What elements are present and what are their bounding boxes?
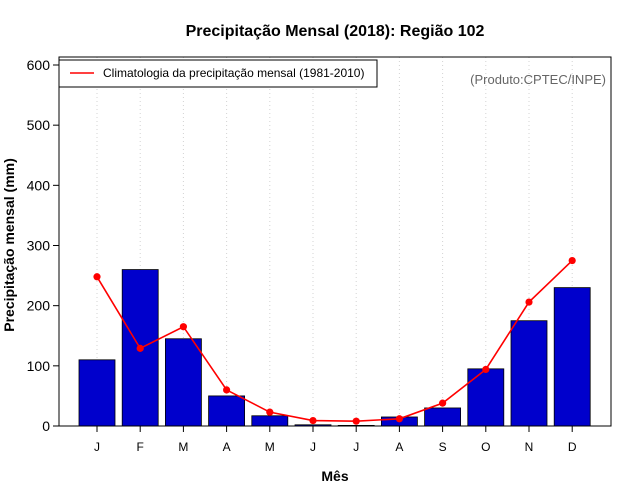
x-tick-label: F	[137, 440, 144, 454]
y-tick-label: 0	[42, 418, 50, 434]
bar	[164, 338, 202, 427]
plot-frame	[58, 56, 612, 427]
climatology-point	[179, 323, 187, 331]
x-tick-label: A	[395, 440, 403, 454]
y-tick-label: 300	[27, 238, 51, 254]
bar	[78, 359, 116, 427]
x-tick-label: O	[481, 440, 490, 454]
bar	[510, 320, 548, 427]
bar	[424, 407, 462, 427]
source-credit: (Produto:CPTEC/INPE)	[470, 72, 606, 87]
climatology-point	[439, 399, 447, 407]
climatology-point	[525, 298, 533, 306]
y-tick-label: 400	[27, 177, 51, 193]
bar	[553, 287, 591, 427]
x-tick-label: M	[178, 440, 188, 454]
bar	[251, 415, 289, 427]
x-tick-label: J	[94, 440, 100, 454]
climatology-point	[93, 273, 101, 281]
climatology-line-series	[93, 256, 576, 425]
y-tick-label: 500	[27, 117, 51, 133]
y-tick-label: 100	[27, 358, 51, 374]
climatology-point	[223, 386, 231, 394]
x-tick-label: S	[439, 440, 447, 454]
bar	[467, 368, 505, 427]
climatology-point	[309, 416, 317, 425]
climatology-line	[96, 259, 573, 422]
climatology-point	[352, 417, 360, 425]
climatology-point	[266, 408, 274, 416]
x-tick-label: J	[353, 440, 359, 454]
legend-box	[58, 59, 378, 88]
y-tick-label: 200	[27, 298, 51, 314]
x-tick-label: A	[223, 440, 231, 454]
y-axis-label: Precipitação mensal (mm)	[1, 158, 17, 332]
y-axis: 0 100 200 300 400 500 600	[27, 57, 59, 434]
climatology-point	[395, 415, 403, 423]
x-tick-label: M	[265, 440, 275, 454]
climatology-point	[568, 256, 576, 265]
chart-title: Precipitação Mensal (2018): Região 102	[186, 23, 485, 40]
y-tick-label: 600	[27, 57, 51, 73]
legend: Climatologia da precipitação mensal (198…	[58, 59, 378, 88]
x-axis-label: Mês	[321, 468, 348, 484]
x-tick-label: J	[310, 440, 316, 454]
legend-label: Climatologia da precipitação mensal (198…	[103, 66, 364, 80]
x-tick-label: N	[525, 440, 534, 454]
gridlines	[96, 57, 573, 426]
bar-series	[78, 269, 591, 427]
bar	[208, 395, 246, 427]
climatology-point	[482, 365, 490, 374]
x-tick-label: D	[568, 440, 577, 454]
climatology-point	[136, 344, 144, 352]
